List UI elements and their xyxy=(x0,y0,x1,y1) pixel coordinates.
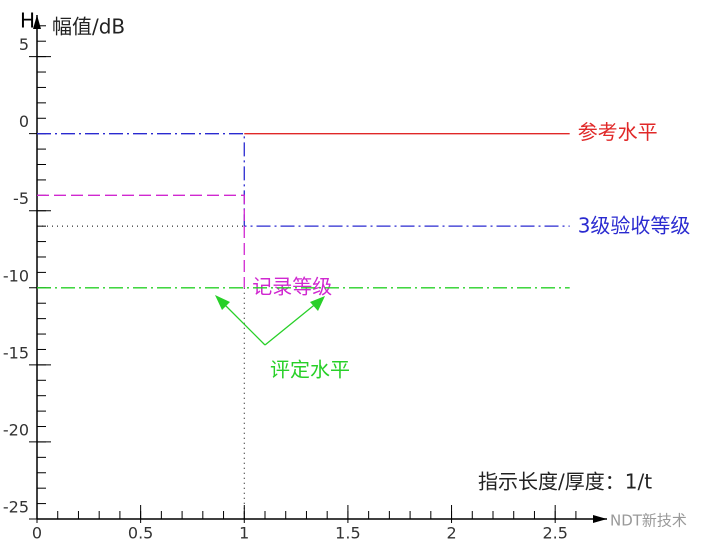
x-arrow xyxy=(593,515,607,523)
x-tick-label: 2.5 xyxy=(542,524,567,543)
annotation: 评定水平 xyxy=(270,358,350,382)
y-tick-label: 5 xyxy=(19,35,29,54)
x-tick-label: 1 xyxy=(239,524,249,543)
y-tick-label: -20 xyxy=(3,420,29,439)
x-tick-label: 0 xyxy=(32,524,42,543)
x-tick-label: 2 xyxy=(446,524,456,543)
y-tick-label: -5 xyxy=(13,189,29,208)
x-tick-label: 0.5 xyxy=(128,524,153,543)
legend-label: 记录等级 xyxy=(252,274,332,298)
y-tick-label: -25 xyxy=(3,498,29,517)
arrow-head xyxy=(310,296,325,311)
arrow-head xyxy=(215,295,230,310)
x-axis-label: 指示长度/厚度：1/t xyxy=(478,470,652,494)
y-axis-letter: H xyxy=(20,9,35,33)
watermark: NDT新技术 xyxy=(610,512,687,530)
y-axis-label: 幅值/dB xyxy=(52,15,125,39)
annotation-arrow xyxy=(221,301,319,346)
y-tick-label: 0 xyxy=(19,112,29,131)
legend-label: 参考水平 xyxy=(578,120,658,144)
y-tick-label: -10 xyxy=(3,266,29,285)
series-line xyxy=(37,194,245,288)
legend-label: 3级验收等级 xyxy=(578,214,691,238)
x-tick-label: 1.5 xyxy=(335,524,360,543)
series-line xyxy=(37,133,570,227)
y-tick-label: -15 xyxy=(3,343,29,362)
